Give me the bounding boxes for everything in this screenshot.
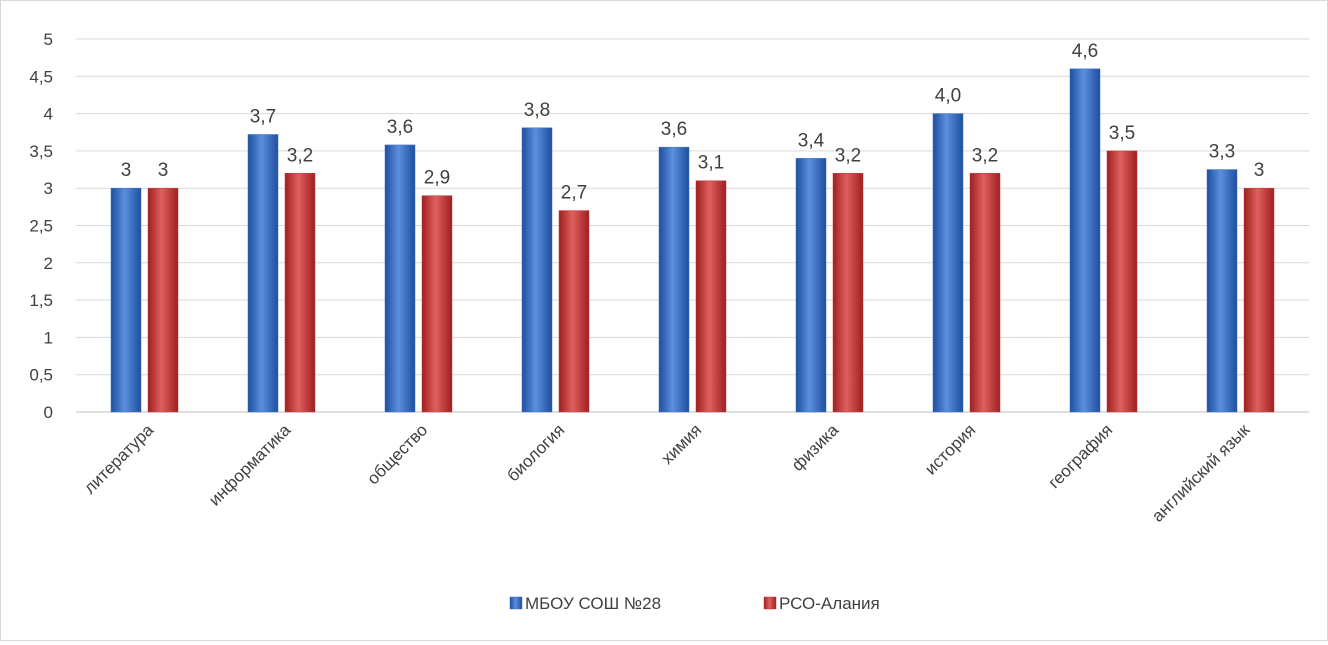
- bar-rso-alania: [1106, 150, 1138, 413]
- data-label: 3: [158, 160, 169, 181]
- x-category-label: биология: [503, 420, 568, 485]
- y-tick-label: 3,5: [29, 142, 53, 161]
- y-tick-label: 5: [44, 30, 53, 49]
- x-category-label: информатика: [205, 420, 295, 510]
- data-label: 3: [121, 160, 132, 181]
- y-tick-label: 1,5: [29, 291, 53, 310]
- bar-rso-alania: [558, 210, 590, 413]
- data-label: 2,9: [424, 168, 450, 189]
- bar-mbou-sosh-28: [658, 146, 690, 413]
- data-label: 3,1: [698, 153, 724, 174]
- y-tick-label: 4,5: [29, 67, 53, 86]
- bar-mbou-sosh-28: [1069, 68, 1101, 413]
- data-label: 4,0: [935, 86, 961, 107]
- gridlines: [76, 38, 1309, 413]
- y-tick-label: 1: [44, 328, 53, 347]
- y-tick-label: 3: [44, 179, 53, 198]
- x-category-label: литература: [80, 420, 158, 498]
- bar-mbou-sosh-28: [1206, 169, 1238, 413]
- bar-rso-alania: [695, 180, 727, 413]
- y-tick-label: 0: [44, 403, 53, 422]
- x-category-label: история: [921, 420, 979, 478]
- x-category-label: общество: [363, 420, 431, 488]
- data-label: 3: [1254, 160, 1265, 181]
- legend-swatch: [509, 596, 523, 610]
- x-category-label: география: [1045, 420, 1117, 492]
- legend-label: РСО-Алания: [779, 594, 880, 613]
- bar-rso-alania: [969, 173, 1001, 413]
- bar-rso-alania: [284, 173, 316, 413]
- data-label: 3,6: [661, 119, 687, 140]
- bar-mbou-sosh-28: [384, 144, 416, 413]
- legend-swatch: [763, 596, 777, 610]
- bar-mbou-sosh-28: [521, 127, 553, 413]
- legend: МБОУ СОШ №28 РСО-Алания: [509, 594, 880, 613]
- x-category-label: английский язык: [1148, 420, 1254, 526]
- bars: [110, 68, 1275, 413]
- data-label: 3,2: [287, 145, 313, 166]
- bar-mbou-sosh-28: [110, 187, 142, 413]
- bar-rso-alania: [147, 187, 179, 413]
- bar-mbou-sosh-28: [795, 158, 827, 413]
- legend-item-rso-alania: РСО-Алания: [763, 594, 880, 613]
- y-axis-ticks: 0 0,5 1 1,5 2 2,5 3 3,5 4 4,5 5: [29, 30, 53, 422]
- x-category-label: физика: [788, 420, 843, 475]
- y-tick-label: 2: [44, 254, 53, 273]
- x-axis-categories: литература информатика общество биология хим…: [80, 420, 1254, 526]
- data-label: 2,7: [561, 183, 587, 204]
- data-label: 3,6: [387, 117, 413, 138]
- data-labels: 3 3 3,7 3,2 3,6 2,9 3,8 2,7 3,6 3,1 3,4 3,2 4,0 3,2 4,…: [121, 41, 1265, 204]
- y-tick-label: 4: [44, 105, 53, 124]
- data-label: 3,5: [1109, 123, 1135, 144]
- y-tick-label: 0,5: [29, 366, 53, 385]
- bar-mbou-sosh-28: [247, 134, 279, 413]
- data-label: 3,4: [798, 130, 825, 151]
- legend-item-mbou: МБОУ СОШ №28: [509, 594, 661, 613]
- x-category-label: химия: [658, 420, 706, 468]
- bar-rso-alania: [421, 195, 453, 413]
- data-label: 3,2: [972, 145, 998, 166]
- bar-rso-alania: [832, 173, 864, 413]
- data-label: 4,6: [1072, 41, 1098, 62]
- bar-rso-alania: [1243, 187, 1275, 413]
- data-label: 3,2: [835, 145, 861, 166]
- bar-mbou-sosh-28: [932, 113, 964, 413]
- data-label: 3,7: [250, 106, 276, 127]
- legend-label: МБОУ СОШ №28: [525, 594, 661, 613]
- data-label: 3,8: [524, 100, 550, 121]
- data-label: 3,3: [1209, 142, 1235, 163]
- y-tick-label: 2,5: [29, 217, 53, 236]
